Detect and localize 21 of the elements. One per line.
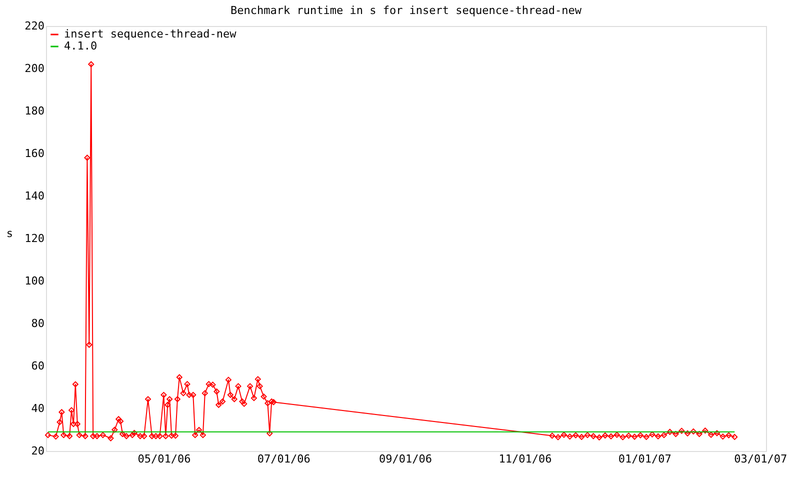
x-tick-label: 01/01/07 bbox=[618, 452, 672, 466]
y-tick-label: 220 bbox=[24, 20, 44, 32]
y-tick-label: 80 bbox=[31, 317, 44, 330]
y-tick-label: 140 bbox=[24, 190, 44, 202]
y-tick-label: 180 bbox=[24, 104, 44, 118]
x-tick-label: 07/01/06 bbox=[257, 452, 310, 466]
y-axis-title: s bbox=[6, 227, 13, 240]
x-tick-label: 11/01/06 bbox=[498, 452, 552, 466]
x-tick-label: 03/01/07 bbox=[734, 452, 788, 466]
x-tick-label: 09/01/06 bbox=[379, 452, 432, 466]
y-tick-label: 40 bbox=[31, 402, 44, 415]
y-tick-label: 120 bbox=[24, 232, 44, 245]
y-tick-label: 60 bbox=[31, 360, 44, 372]
y-tick-label: 200 bbox=[24, 62, 44, 75]
legend-label: 4.1.0 bbox=[64, 40, 98, 52]
y-tick-label: 160 bbox=[24, 147, 44, 160]
chart-title: Benchmark runtime in s for insert sequence-thread-new bbox=[230, 4, 582, 17]
y-tick-label: 100 bbox=[24, 274, 44, 288]
y-tick-label: 20 bbox=[31, 444, 44, 458]
legend-label: insert sequence-thread-new bbox=[64, 28, 237, 40]
x-tick-label: 05/01/06 bbox=[138, 452, 191, 466]
